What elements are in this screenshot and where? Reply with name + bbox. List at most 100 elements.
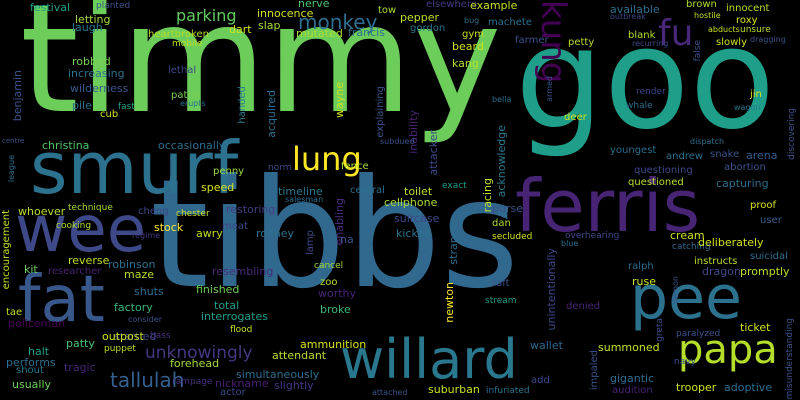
word-resembling: resembling <box>212 265 274 278</box>
word-cub: cub <box>100 109 119 120</box>
word-timmy: timmy <box>20 0 502 147</box>
word-dispatch: dispatch <box>690 137 725 146</box>
word-suburban: suburban <box>428 383 480 396</box>
word-false: false <box>693 40 703 62</box>
word-cheng: cheng <box>138 206 169 217</box>
word-audition: audition <box>612 385 653 396</box>
word-kit: kit <box>24 263 38 276</box>
word-trooper: trooper <box>676 381 717 394</box>
word-brown: brown <box>686 0 717 10</box>
word-snake: snake <box>710 149 740 160</box>
word-abortion: abortion <box>724 162 766 173</box>
word-na: na <box>340 233 354 246</box>
word-robinson: robinson <box>108 258 156 271</box>
word-tallulah: tallulah <box>110 368 185 392</box>
word-inability: inability <box>407 110 420 154</box>
word-bug: bug <box>464 16 480 25</box>
word-slowly: slowly <box>716 37 747 48</box>
word-ruse: ruse <box>632 275 656 288</box>
word-suicidal: suicidal <box>750 251 788 262</box>
word-discovering: discovering <box>787 108 797 160</box>
word-researcher: researcher <box>48 266 102 277</box>
word-slightly: slightly <box>274 379 314 392</box>
word-tibbs: tibbs <box>150 148 520 322</box>
word-infuriated: infuriated <box>486 386 530 396</box>
word-startled: startled <box>114 330 157 343</box>
word-gigantic: gigantic <box>610 372 655 385</box>
word-paralyzed: paralyzed <box>676 329 721 339</box>
word-suitcase: suitcase <box>394 212 440 225</box>
word-reverse: reverse <box>68 254 110 267</box>
word-subdued: subdued <box>380 137 415 146</box>
word-pile: pile <box>72 99 92 112</box>
word-performs: performs <box>6 356 56 369</box>
word-youngest: youngest <box>610 145 657 156</box>
word-recurring: recurring <box>632 39 669 48</box>
word-timeline: timeline <box>278 185 323 198</box>
word-lung: lung <box>292 140 362 178</box>
word-abducts: abducts <box>708 25 740 34</box>
word-capturing: capturing <box>716 177 769 190</box>
word-ticket: ticket <box>740 321 771 334</box>
word-fat: fat <box>18 263 105 337</box>
word-toilet: toilet <box>404 185 433 198</box>
word-dragging: dragging <box>750 35 786 44</box>
word-willard: willard <box>340 328 518 391</box>
word-acknowledge: acknowledge <box>495 125 508 198</box>
word-deer: deer <box>564 112 587 123</box>
word-catching: catching <box>672 242 711 252</box>
word-secluded: secluded <box>492 232 533 242</box>
word-league: league <box>7 155 16 183</box>
word-overhearing: overhearing <box>565 231 620 241</box>
word-interrogates: interrogates <box>201 310 268 323</box>
word-unsure: unsure <box>740 25 771 35</box>
word-stream: stream <box>485 296 517 306</box>
word-fu: fu <box>658 13 694 54</box>
word-wallet: wallet <box>530 339 563 352</box>
word-tow: tow <box>378 5 397 16</box>
word-whoever: whoever <box>18 205 66 218</box>
word-cellphone: cellphone <box>384 196 438 209</box>
word-goo: goo <box>515 0 776 161</box>
word-purse: purse <box>492 202 523 215</box>
word-beard: beard <box>452 40 484 53</box>
word-hostile: hostile <box>694 11 721 20</box>
word-chester: chester <box>176 209 210 219</box>
word-maze: maze <box>124 268 154 281</box>
word-fast: fast <box>118 102 135 112</box>
word-ferris: ferris <box>515 164 701 248</box>
word-pee: pee <box>630 263 742 333</box>
word-papa: papa <box>678 327 778 373</box>
word-roxy: roxy <box>736 15 758 26</box>
word-bass: bass <box>150 331 171 341</box>
word-salesman: salesman <box>285 195 324 204</box>
word-explaining: explaining <box>375 86 386 138</box>
word-handed: handed <box>237 86 248 124</box>
word-forehead: forehead <box>170 357 220 370</box>
word-broke: broke <box>320 303 351 316</box>
word-penny: penny <box>213 166 245 177</box>
word-shout: shout <box>16 365 44 376</box>
word-cream: cream <box>670 229 705 242</box>
word-actor: actor <box>220 387 246 398</box>
word-user: user <box>760 215 782 226</box>
word-policeman: policeman <box>8 317 66 330</box>
word-newton: newton <box>443 282 456 323</box>
word-parking: parking <box>176 6 237 25</box>
word-render: render <box>636 87 666 97</box>
word-technique: technique <box>68 203 113 213</box>
word-usually: usually <box>12 378 52 391</box>
word-exact: exact <box>442 181 467 191</box>
word-lamp: lamp <box>305 230 316 255</box>
word-stranger: stranger <box>447 218 460 265</box>
word-kicked: kicked <box>396 227 432 240</box>
word-mutated: mutated <box>296 27 343 40</box>
word-speed: speed <box>201 181 235 194</box>
word-deliberately: deliberately <box>698 236 764 249</box>
word-cooking: cooking <box>56 221 92 231</box>
word-farmer: farmer <box>515 35 549 46</box>
word-worthy: worthy <box>318 287 357 300</box>
word-promptly: promptly <box>740 265 790 278</box>
word-cancel: cancel <box>314 261 344 271</box>
word-ralph: ralph <box>628 261 654 272</box>
